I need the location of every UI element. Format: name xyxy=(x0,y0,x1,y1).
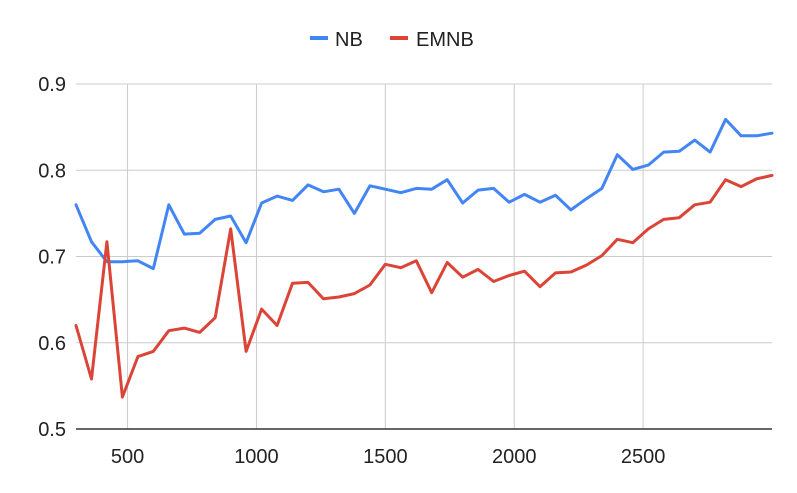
y-tick-label: 0.6 xyxy=(38,333,66,355)
gridlines xyxy=(76,83,772,430)
legend: NB EMNB xyxy=(310,29,474,51)
x-tick-label: 1500 xyxy=(363,446,408,468)
series-line-emnb xyxy=(74,173,774,399)
y-tick-label: 0.8 xyxy=(38,160,66,182)
legend-label-emnb: EMNB xyxy=(416,29,474,51)
y-tick-label: 0.9 xyxy=(38,74,66,96)
legend-label-nb: NB xyxy=(335,29,363,51)
x-axis-ticks: 500 1000 1500 2000 2500 xyxy=(111,446,665,468)
y-tick-label: 0.5 xyxy=(38,419,66,441)
y-tick-label: 0.7 xyxy=(38,247,66,269)
series-line-nb xyxy=(74,117,774,271)
x-tick-label: 1000 xyxy=(234,446,279,468)
y-axis-ticks: 0.5 0.6 0.7 0.8 0.9 xyxy=(38,74,66,441)
x-tick-label: 2000 xyxy=(492,446,537,468)
x-tick-label: 500 xyxy=(111,446,144,468)
x-tick-label: 2500 xyxy=(621,446,666,468)
series-lines xyxy=(74,117,774,399)
